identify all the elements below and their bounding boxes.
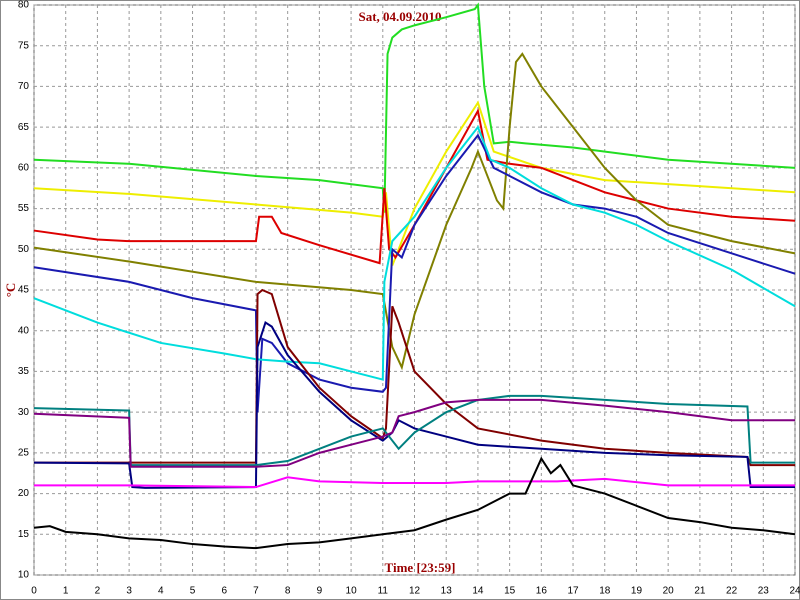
y-axis-label: °C (3, 283, 18, 298)
series-line (33, 2, 796, 213)
y-tick-label: 60 (18, 162, 30, 173)
x-tick-label: 18 (599, 586, 611, 597)
series-line (34, 288, 795, 467)
series-line (33, 456, 796, 550)
x-tick-label: 14 (472, 586, 484, 597)
x-tick-label: 3 (126, 586, 132, 597)
y-tick-label: 75 (18, 40, 30, 51)
x-tick-label: 10 (346, 586, 358, 597)
x-tick-label: 1 (63, 586, 69, 597)
y-tick-label: 55 (18, 203, 30, 214)
x-tick-label: 15 (504, 586, 516, 597)
x-tick-label: 21 (694, 586, 706, 597)
x-tick-label: 2 (95, 586, 101, 597)
chart-title: Sat, 04.09.2010 (358, 9, 441, 24)
series-line (33, 133, 796, 413)
y-tick-label: 20 (18, 488, 30, 499)
x-tick-label: 17 (567, 586, 579, 597)
x-tick-label: 7 (253, 586, 259, 597)
x-tick-label: 16 (536, 586, 548, 597)
x-tick-label: 24 (789, 586, 800, 597)
x-tick-label: 23 (758, 586, 770, 597)
y-tick-label: 80 (18, 0, 30, 11)
x-tick-label: 4 (158, 586, 164, 597)
x-tick-label: 9 (317, 586, 323, 597)
x-tick-label: 11 (378, 586, 389, 597)
x-axis-label: Time [23:59] (385, 560, 456, 575)
x-tick-label: 0 (31, 586, 37, 597)
series-line (33, 100, 796, 266)
x-tick-label: 20 (663, 586, 675, 597)
y-tick-label: 40 (18, 325, 30, 336)
y-tick-label: 10 (18, 570, 30, 581)
x-tick-label: 5 (190, 586, 196, 597)
x-tick-label: 22 (726, 586, 738, 597)
y-tick-label: 70 (18, 81, 30, 92)
y-tick-label: 25 (18, 447, 30, 458)
x-tick-label: 6 (221, 586, 227, 597)
y-tick-label: 35 (18, 366, 30, 377)
x-tick-label: 8 (285, 586, 291, 597)
x-tick-label: 19 (631, 586, 643, 597)
series-line (33, 394, 795, 467)
series-line (33, 398, 795, 468)
x-tick-label: 13 (441, 586, 453, 597)
series-line (33, 107, 796, 265)
x-tick-label: 12 (409, 586, 421, 597)
y-tick-label: 65 (18, 122, 30, 133)
series-line (33, 125, 796, 381)
series-line (33, 52, 796, 371)
series-line (34, 476, 795, 489)
y-tick-label: 50 (18, 244, 30, 255)
y-tick-label: 30 (18, 407, 30, 418)
y-tick-label: 15 (18, 529, 30, 540)
y-tick-label: 45 (18, 285, 30, 296)
